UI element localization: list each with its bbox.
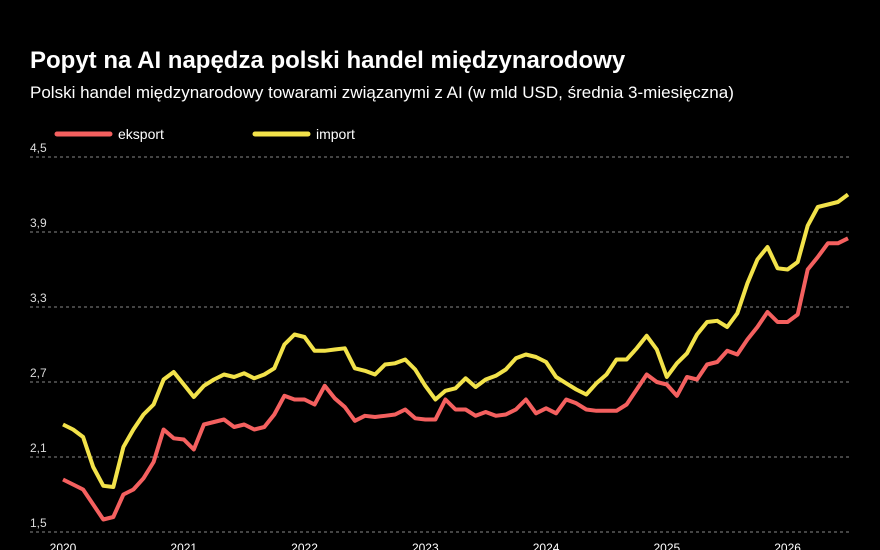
x-tick-label: 2023 xyxy=(412,541,439,550)
x-tick-label: 2025 xyxy=(653,541,680,550)
y-tick-label: 2,7 xyxy=(30,366,47,380)
y-tick-label: 2,1 xyxy=(30,441,47,455)
series-line xyxy=(62,236,849,522)
series-line xyxy=(62,192,850,489)
legend-label: eksport xyxy=(118,126,164,142)
x-tick-label: 2021 xyxy=(170,541,197,550)
chart-title: Popyt na AI napędza polski handel między… xyxy=(30,47,626,74)
x-tick-label: 2024 xyxy=(533,541,560,550)
x-tick-label: 2022 xyxy=(291,541,318,550)
y-tick-label: 4,5 xyxy=(30,141,47,155)
y-tick-label: 3,3 xyxy=(30,291,47,305)
chart-subtitle: Polski handel międzynarodowy towarami zw… xyxy=(30,83,734,102)
y-tick-label: 1,5 xyxy=(30,516,47,530)
y-tick-label: 3,9 xyxy=(30,216,47,230)
legend-label: import xyxy=(316,126,355,142)
x-tick-label: 2020 xyxy=(50,541,77,550)
x-tick-label: 2026 xyxy=(774,541,801,550)
